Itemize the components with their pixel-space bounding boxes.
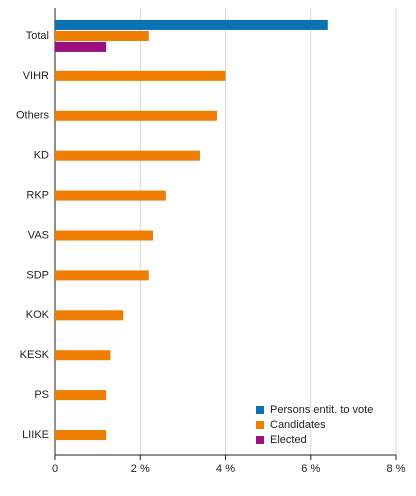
bar [55, 30, 149, 41]
bar [55, 270, 149, 281]
y-tick-label: LIIKE [22, 429, 49, 441]
y-tick-label: SDP [26, 269, 49, 281]
bar [55, 230, 154, 241]
x-tick-label: 0 [52, 463, 58, 475]
bar [55, 190, 166, 201]
y-tick-label: VIHR [23, 70, 49, 82]
bar [55, 41, 107, 52]
y-tick-label: Total [26, 30, 49, 42]
y-tick-label: KOK [26, 309, 50, 321]
y-tick-label: RKP [26, 189, 49, 201]
x-tick-label: 8 % [387, 463, 406, 475]
bar [55, 150, 200, 161]
legend-swatch [256, 421, 264, 429]
y-tick-label: PS [34, 389, 49, 401]
y-tick-label: Others [16, 110, 50, 122]
bar [55, 390, 107, 401]
bar [55, 350, 111, 361]
legend-swatch [256, 406, 264, 414]
y-tick-label: VAS [28, 229, 49, 241]
legend-swatch [256, 436, 264, 444]
bar [55, 19, 328, 30]
legend-label: Candidates [270, 419, 326, 431]
x-tick-label: 6 % [301, 463, 320, 475]
legend-label: Elected [270, 434, 307, 446]
x-tick-label: 4 % [216, 463, 235, 475]
bar [55, 70, 226, 81]
y-tick-label: KESK [20, 349, 50, 361]
bar [55, 430, 107, 441]
bar [55, 310, 124, 321]
y-tick-label: KD [34, 150, 49, 162]
x-tick-label: 2 % [131, 463, 150, 475]
bar [55, 110, 217, 121]
legend-label: Persons entit. to vote [270, 404, 373, 416]
